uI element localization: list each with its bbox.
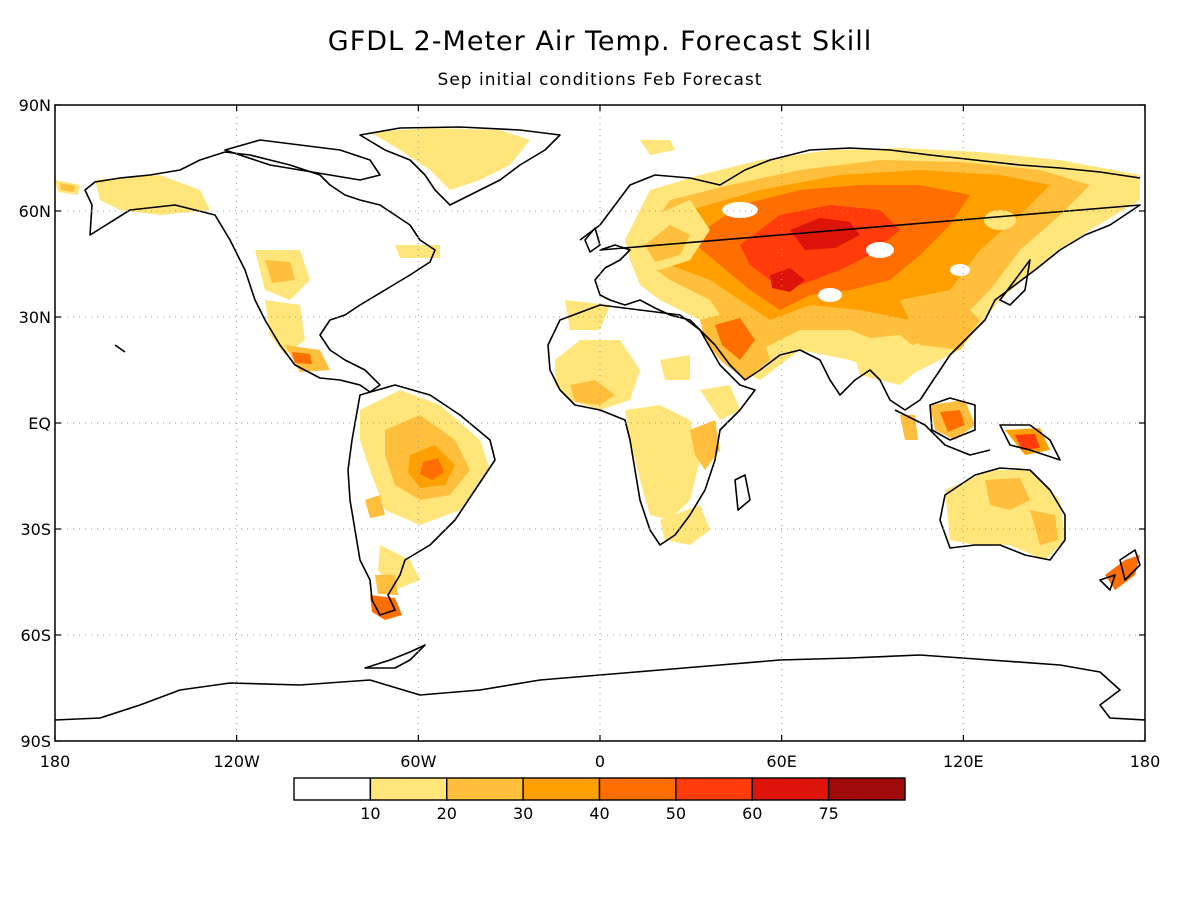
colorbar-label: 10 — [360, 804, 380, 823]
colorbar-label: 20 — [437, 804, 457, 823]
grid-lines — [55, 105, 1145, 741]
colorbar-swatch — [293, 777, 372, 801]
map-title: GFDL 2-Meter Air Temp. Forecast Skill — [327, 26, 873, 57]
lat-label: 30N — [19, 308, 51, 327]
lat-label: 60S — [20, 626, 51, 645]
map-subtitle: Sep initial conditions Feb Forecast — [437, 70, 763, 90]
lat-axis-labels: 90N 60N 30N EQ 30S 60S 90S — [19, 96, 51, 751]
lon-label: 120E — [943, 752, 984, 771]
eurasia-skill-75b — [770, 268, 805, 292]
colorbar-label: 60 — [742, 804, 762, 823]
lat-label: EQ — [28, 414, 51, 433]
lat-label: 90N — [19, 96, 51, 115]
coastline-layer — [55, 126, 1145, 721]
lon-label: 180 — [1130, 752, 1161, 771]
colorbar-swatch — [598, 777, 677, 801]
lat-label: 60N — [19, 202, 51, 221]
lon-label: 0 — [595, 752, 605, 771]
lon-label: 60W — [400, 752, 436, 771]
eurasia-skill-75 — [790, 218, 860, 250]
colorbar-label: 30 — [513, 804, 533, 823]
lon-label: 180 — [40, 752, 71, 771]
colorbar-label: 50 — [666, 804, 686, 823]
lon-label: 120W — [213, 752, 260, 771]
colorbar-label: 40 — [589, 804, 609, 823]
colorbar-swatch — [522, 777, 601, 801]
colorbar: 10 20 30 40 50 60 75 — [293, 777, 906, 823]
colorbar-swatch — [675, 777, 753, 801]
lon-label: 60E — [766, 752, 796, 771]
colorbar-swatch — [446, 777, 524, 801]
lon-axis-labels: 180 120W 60W 0 60E 120E 180 — [40, 752, 1161, 771]
colorbar-swatch — [827, 777, 906, 801]
axis-ticks — [54, 104, 1146, 742]
lat-label: 90S — [20, 732, 51, 751]
lat-label: 30S — [20, 520, 51, 539]
colorbar-swatch — [369, 777, 448, 801]
colorbar-label: 75 — [818, 804, 838, 823]
colorbar-swatch — [751, 777, 830, 801]
skill-fill-layer — [55, 128, 1140, 620]
